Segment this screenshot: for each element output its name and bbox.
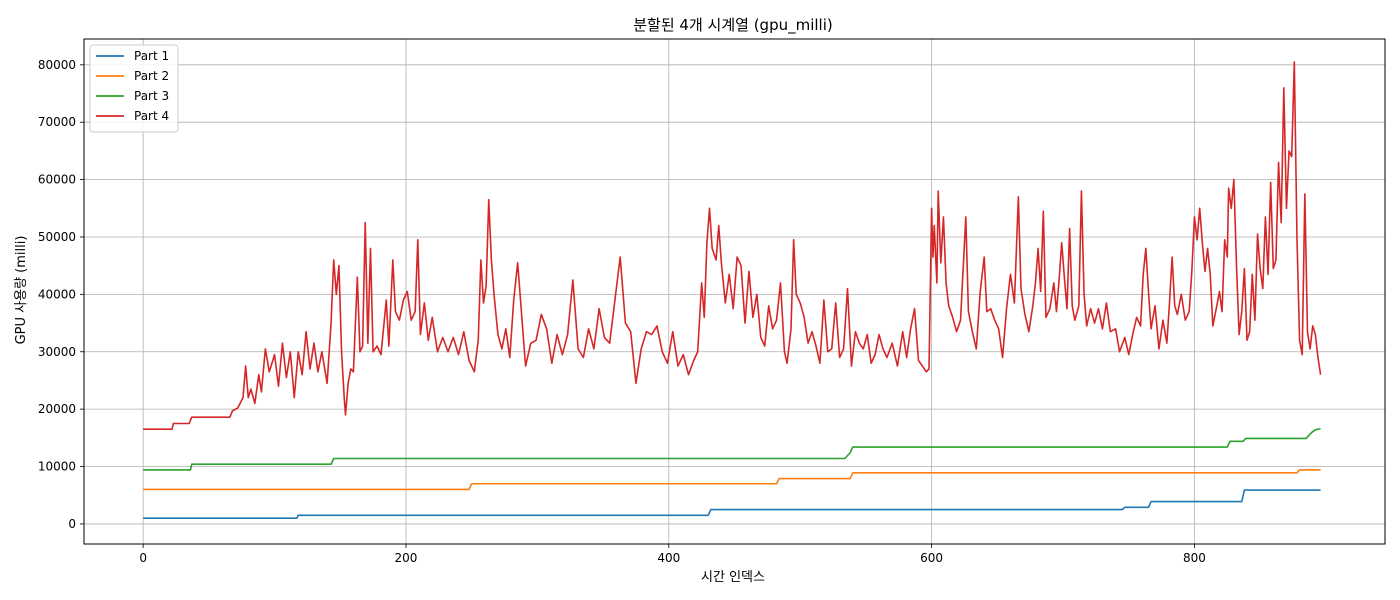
- series-line-part-3: [143, 427, 1321, 471]
- y-tick-label: 70000: [38, 115, 76, 129]
- y-tick-label: 0: [68, 517, 76, 531]
- x-tick-label: 400: [657, 551, 680, 565]
- x-tick-label: 0: [139, 551, 147, 565]
- series-line-part-2: [143, 469, 1321, 491]
- y-tick-label: 30000: [38, 345, 76, 359]
- legend-label: Part 2: [134, 69, 169, 83]
- y-tick-label: 80000: [38, 58, 76, 72]
- series-line-part-4: [143, 61, 1322, 431]
- plot-frame: [83, 38, 1386, 545]
- chart-title: 분할된 4개 시계열 (gpu_milli): [633, 16, 832, 35]
- y-tick-label: 60000: [38, 173, 76, 187]
- legend-label: Part 1: [134, 49, 169, 63]
- y-tick-label: 10000: [38, 460, 76, 474]
- y-tick-label: 50000: [38, 230, 76, 244]
- legend-label: Part 4: [134, 109, 169, 123]
- x-tick-label: 600: [920, 551, 943, 565]
- y-tick-label: 40000: [38, 287, 76, 301]
- y-axis-label: GPU 사용량 (milli): [14, 236, 29, 345]
- legend: Part 1 Part 2 Part 3 Part 4: [89, 44, 179, 133]
- series-lines: [143, 61, 1322, 519]
- x-tick-label: 800: [1183, 551, 1206, 565]
- x-axis-label: 시간 인덱스: [701, 570, 765, 585]
- legend-box: [89, 44, 179, 133]
- x-tick-label: 200: [395, 551, 418, 565]
- y-tick-label: 20000: [38, 402, 76, 416]
- legend-label: Part 3: [134, 89, 169, 103]
- series-line-part-1: [143, 489, 1321, 519]
- axis-ticks: 0 200 400 600 800 0 10000 20000 30000 40000 50000 6…: [38, 58, 1206, 565]
